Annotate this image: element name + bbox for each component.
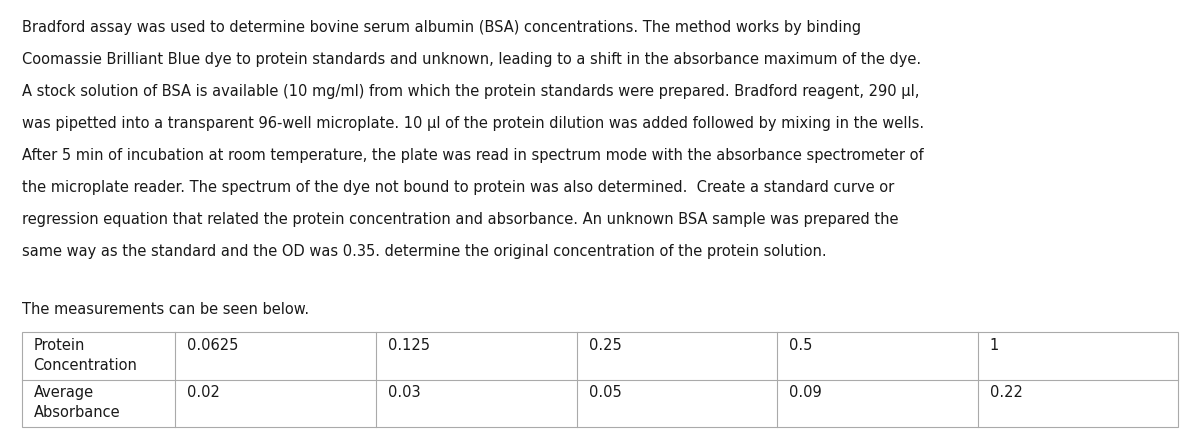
Text: 0.02: 0.02 bbox=[187, 385, 221, 400]
Text: 0.05: 0.05 bbox=[589, 385, 622, 400]
Text: After 5 min of incubation at room temperature, the plate was read in spectrum mo: After 5 min of incubation at room temper… bbox=[22, 148, 923, 162]
Text: 0.125: 0.125 bbox=[388, 338, 430, 353]
Text: same way as the standard and the OD was 0.35. determine the original concentrati: same way as the standard and the OD was … bbox=[22, 244, 827, 258]
Text: Average
Absorbance: Average Absorbance bbox=[34, 385, 120, 420]
Text: Protein
Concentration: Protein Concentration bbox=[34, 338, 138, 373]
Text: A stock solution of BSA is available (10 mg/ml) from which the protein standards: A stock solution of BSA is available (10… bbox=[22, 84, 919, 99]
Text: the microplate reader. The spectrum of the dye not bound to protein was also det: the microplate reader. The spectrum of t… bbox=[22, 180, 894, 194]
Text: 0.22: 0.22 bbox=[990, 385, 1022, 400]
Text: regression equation that related the protein concentration and absorbance. An un: regression equation that related the pro… bbox=[22, 212, 898, 226]
Text: Bradford assay was used to determine bovine serum albumin (BSA) concentrations. : Bradford assay was used to determine bov… bbox=[22, 20, 860, 35]
Text: 0.25: 0.25 bbox=[589, 338, 622, 353]
Text: The measurements can be seen below.: The measurements can be seen below. bbox=[22, 302, 308, 317]
Text: 0.09: 0.09 bbox=[790, 385, 822, 400]
Text: 1: 1 bbox=[990, 338, 1000, 353]
Text: Coomassie Brilliant Blue dye to protein standards and unknown, leading to a shif: Coomassie Brilliant Blue dye to protein … bbox=[22, 52, 920, 67]
Text: 0.0625: 0.0625 bbox=[187, 338, 239, 353]
Text: 0.03: 0.03 bbox=[388, 385, 421, 400]
Text: 0.5: 0.5 bbox=[790, 338, 812, 353]
Text: was pipetted into a transparent 96-well microplate. 10 μl of the protein dilutio: was pipetted into a transparent 96-well … bbox=[22, 116, 924, 131]
